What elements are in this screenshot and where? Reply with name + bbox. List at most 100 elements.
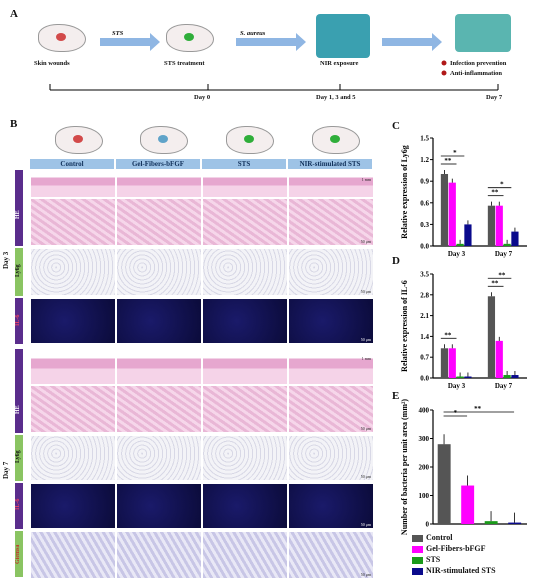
panel-label-c: C <box>392 120 400 132</box>
d-ytick-label: 2.8 <box>420 291 429 299</box>
tile-r0-c1 <box>116 170 202 198</box>
step-anti-inflammation: Anti-inflammation <box>450 70 502 77</box>
c-bar-3-1 <box>511 231 519 246</box>
d-ylabel: Relative expression of IL-6 <box>400 280 409 372</box>
e-ytick-label: 300 <box>419 435 430 443</box>
c-sig-label: ** <box>444 157 452 165</box>
c-xtick-label: Day 3 <box>448 250 466 258</box>
tile-r8-c0 <box>30 531 116 579</box>
d-bar-0-0 <box>440 348 449 378</box>
tile-r3-c0 <box>30 298 116 344</box>
e-bar-0 <box>437 444 451 524</box>
tile-r8-c1 <box>116 531 202 579</box>
tile-r5-c1 <box>116 385 202 433</box>
scale-label: 50 μm <box>360 289 371 294</box>
d-ytick-label: 0.0 <box>420 375 429 383</box>
legend-swatch-nir <box>412 568 423 575</box>
c-bar-0-1 <box>487 205 496 246</box>
tile-r5-c0 <box>30 385 116 433</box>
step-skin-wounds: Skin wounds <box>34 60 70 67</box>
tile-r4-c0 <box>30 349 116 385</box>
timeline-day0: Day 0 <box>194 94 211 101</box>
schematic-arrows <box>49 33 499 91</box>
c-bar-1-0 <box>448 182 456 246</box>
stain-giemsa-d7: Giemsa <box>15 544 21 564</box>
tile-r5-c3: 50 μm <box>288 385 374 433</box>
tile-r6-c3: 50 μm <box>288 435 374 481</box>
legend-gel: Gel-Fibers-bFGF <box>426 544 486 553</box>
tile-r7-c3: 50 μm <box>288 483 374 529</box>
tile-r5-c2 <box>202 385 288 433</box>
tile-r2-c0 <box>30 248 116 296</box>
d-sig-label: ** <box>491 279 499 287</box>
scale-label: 50 μm <box>360 337 371 342</box>
tile-r0-c0 <box>30 170 116 198</box>
legend-control: Control <box>426 533 453 542</box>
tile-r0-c3: 1 mm <box>288 170 374 198</box>
c-ytick-label: 0.6 <box>420 199 429 207</box>
e-ylabel: Number of bacteria per unit area (mm²) <box>400 399 409 535</box>
d-bar-0-1 <box>487 296 496 378</box>
e-bar-2 <box>484 521 498 524</box>
tile-r2-c1 <box>116 248 202 296</box>
c-xtick-label: Day 7 <box>495 250 513 258</box>
tile-r3-c2 <box>202 298 288 344</box>
arrow-label-sts: STS <box>112 30 124 37</box>
e-bar-1 <box>461 485 475 524</box>
d-sig-label: ** <box>444 331 452 339</box>
stain-he-d7: HE <box>15 405 21 415</box>
group-label-day7: Day 7 <box>2 461 10 479</box>
arrow-2 <box>236 33 306 51</box>
timeline-day135: Day 1, 3 and 5 <box>316 94 356 101</box>
tile-r6-c0 <box>30 435 116 481</box>
e-sig-label: ** <box>474 405 482 413</box>
stain-ly6g-d7: Ly6g <box>15 450 21 464</box>
tile-r0-c2 <box>202 170 288 198</box>
stain-il6-d3: IL-6 <box>15 314 21 326</box>
col-head-control: Control <box>30 159 114 169</box>
panel-label-a: A <box>10 8 18 20</box>
e-ytick-label: 400 <box>419 407 430 415</box>
panel-label-b: B <box>10 118 18 130</box>
charts-svg: 0.0 0.3 0.6 0.9 1.2 1.5 Relative expression of… <box>400 135 527 535</box>
c-sig-label: * <box>500 181 504 189</box>
panel-label-d: D <box>392 255 400 267</box>
tile-r8-c2 <box>202 531 288 579</box>
scale-label: 50 μm <box>360 426 371 431</box>
scale-label: 50 μm <box>360 522 371 527</box>
tile-r7-c1 <box>116 483 202 529</box>
c-sig-label: * <box>453 149 457 157</box>
legend-nir: NIR-stimulated STS <box>426 566 496 575</box>
scale-label: 50 μm <box>360 572 371 577</box>
arrow-label-saureus: S. aureus <box>240 30 266 37</box>
step-nir-exposure: NIR exposure <box>320 60 359 67</box>
d-ytick-label: 1.4 <box>420 333 429 341</box>
step-infection-prevention: Infection prevention <box>450 60 507 67</box>
c-ytick-label: 0.0 <box>420 243 429 251</box>
scale-label: 50 μm <box>360 474 371 479</box>
panel-label-e: E <box>392 390 400 402</box>
tile-r3-c1 <box>116 298 202 344</box>
stain-ly6g-d3: Ly6g <box>15 264 21 278</box>
c-bar-0-0 <box>440 174 449 246</box>
legend-sts: STS <box>426 555 441 564</box>
mouse-sts-b-icon <box>226 126 274 154</box>
d-ytick-label: 2.1 <box>420 312 429 320</box>
c-bar-2-0 <box>456 243 464 246</box>
tile-r7-c0 <box>30 483 116 529</box>
c-ytick-label: 1.2 <box>420 156 429 164</box>
d-bar-2-0 <box>456 376 464 378</box>
col-head-sts: STS <box>202 159 286 169</box>
mouse-sts-icon <box>166 24 214 52</box>
mouse-wound-icon <box>38 24 86 52</box>
scale-label: 1 mm <box>361 356 371 361</box>
tile-r1-c2 <box>202 198 288 246</box>
tile-r4-c3: 1 mm <box>288 349 374 385</box>
d-xtick-label: Day 3 <box>448 382 466 390</box>
tile-r8-c3: 50 μm <box>288 531 374 579</box>
stain-il6-d7: IL-6 <box>15 498 21 510</box>
step-sts-treatment: STS treatment <box>164 60 205 67</box>
skin-nir-icon <box>316 14 370 58</box>
c-ylabel: Relative expression of Ly6g <box>400 145 409 238</box>
timeline-day7: Day 7 <box>486 94 503 101</box>
